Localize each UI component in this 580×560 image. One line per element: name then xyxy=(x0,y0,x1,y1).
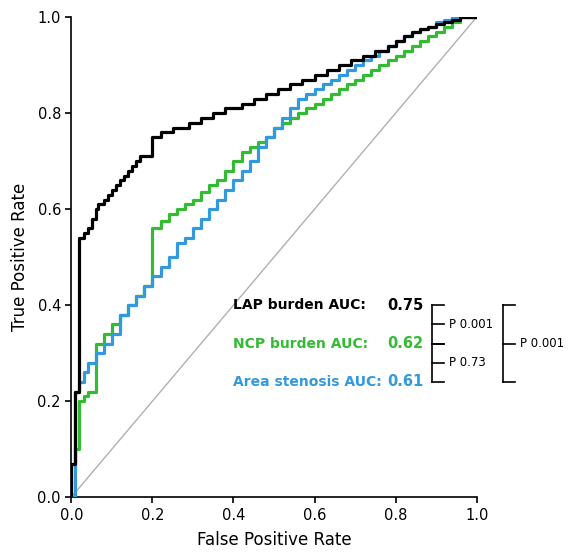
Text: 0.75: 0.75 xyxy=(387,297,424,312)
Text: NCP burden AUC:: NCP burden AUC: xyxy=(234,337,369,351)
Text: P 0.001: P 0.001 xyxy=(449,318,493,331)
Text: P 0.73: P 0.73 xyxy=(449,356,486,369)
Y-axis label: True Positive Rate: True Positive Rate xyxy=(11,183,29,332)
Text: P 0.001: P 0.001 xyxy=(520,337,564,350)
Text: LAP burden AUC:: LAP burden AUC: xyxy=(234,298,367,312)
Text: 0.61: 0.61 xyxy=(387,375,424,389)
X-axis label: False Positive Rate: False Positive Rate xyxy=(197,531,351,549)
Text: Area stenosis AUC:: Area stenosis AUC: xyxy=(234,375,382,389)
Text: 0.62: 0.62 xyxy=(387,336,423,351)
